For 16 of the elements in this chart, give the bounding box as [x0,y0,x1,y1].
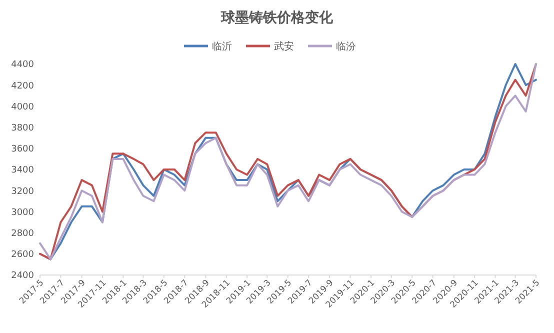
legend-label: 武安 [274,40,294,52]
y-tick-label: 2600 [11,250,34,260]
y-tick-label: 4200 [11,81,34,92]
y-tick-label: 3400 [11,166,34,176]
y-tick-label: 3800 [11,123,34,134]
y-tick-label: 2400 [11,271,34,282]
y-tick-label: 2800 [11,228,34,239]
line-series [39,63,537,260]
y-tick-label: 4000 [11,102,34,112]
y-tick-label: 3000 [11,208,34,218]
y-tick-label: 3600 [11,144,34,155]
legend-label: 临汾 [336,40,356,52]
legend-label: 临沂 [212,40,232,52]
y-tick-label: 3200 [11,186,34,197]
y-tick-label: 4400 [11,60,34,70]
chart-title: 球墨铸铁价格变化 [220,9,334,26]
